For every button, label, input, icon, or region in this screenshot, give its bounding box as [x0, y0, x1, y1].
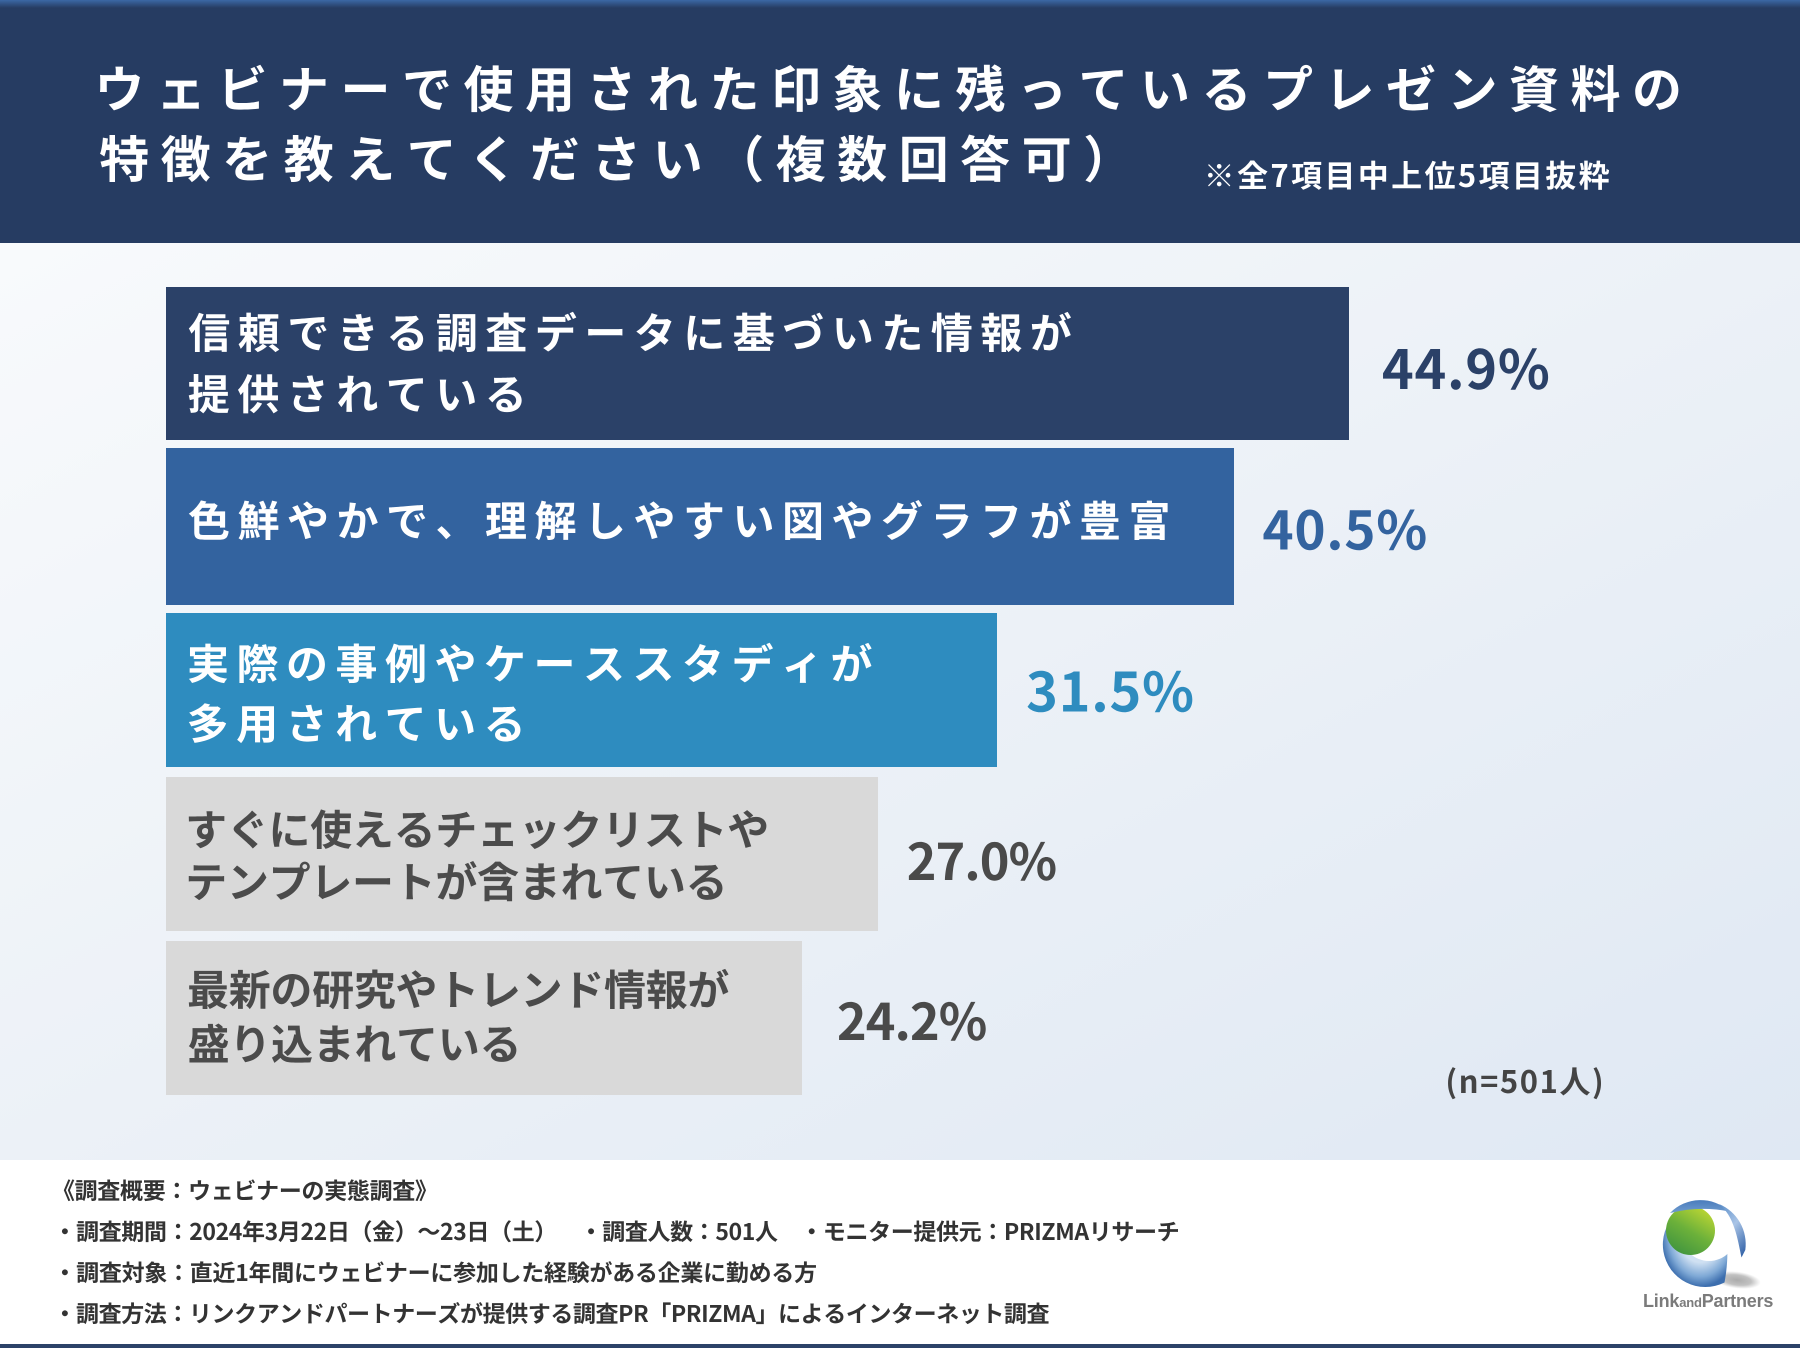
- svg-text:LinkandPartners: LinkandPartners: [1643, 1291, 1773, 1311]
